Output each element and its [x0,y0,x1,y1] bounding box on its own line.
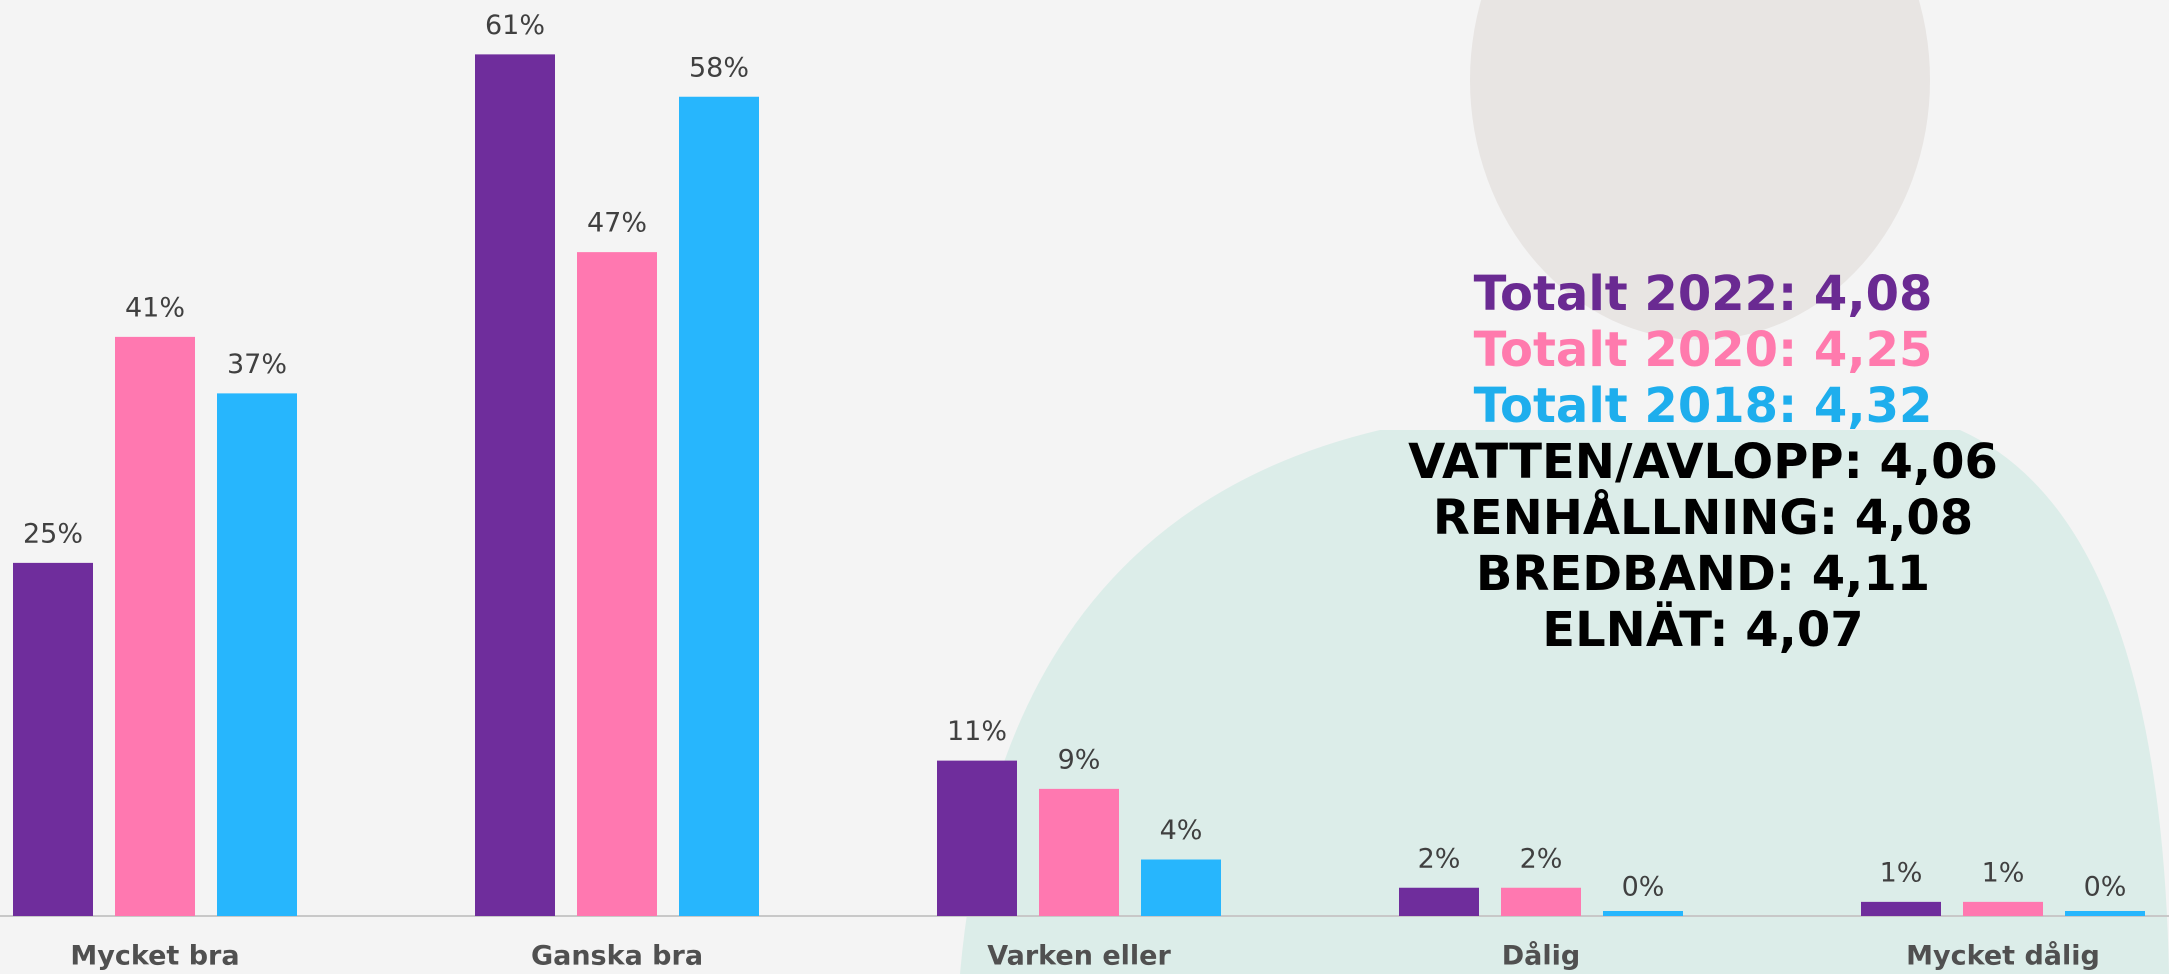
data-label: 61% [485,10,545,41]
bar [1039,788,1119,916]
bar [115,336,195,916]
bar [1141,859,1221,916]
annotation: Totalt 2022: 4,08 [1474,266,1933,322]
data-label: 25% [23,518,83,549]
data-label: 11% [947,716,1007,747]
data-label: 1% [1880,857,1923,888]
bar [217,393,297,916]
bar [475,54,555,916]
bar [1603,911,1683,916]
bar [1963,901,2043,916]
data-label: 0% [2084,872,2127,903]
data-label: 58% [689,52,749,83]
data-label: 9% [1058,744,1101,775]
x-tick-label: Mycket bra [70,941,239,972]
annotation: BREDBAND: 4,11 [1476,546,1930,602]
data-label: 0% [1622,872,1665,903]
x-tick-label: Ganska bra [531,941,703,972]
data-label: 2% [1520,843,1563,874]
x-tick-label: Varken eller [987,941,1171,972]
data-label: 37% [227,349,287,380]
bar [1399,887,1479,916]
bar [13,562,93,916]
photo-face [1470,0,1930,340]
x-tick-label: Mycket dålig [1906,940,2100,972]
data-label: 41% [125,292,185,323]
bar [1501,887,1581,916]
annotation: Totalt 2020: 4,25 [1474,322,1933,378]
annotation: Totalt 2018: 4,32 [1474,378,1933,434]
bar [679,96,759,916]
bar [577,252,657,916]
data-label: 4% [1160,815,1203,846]
data-label: 1% [1982,857,2025,888]
annotation: ELNÄT: 4,07 [1542,601,1863,658]
data-label: 2% [1418,843,1461,874]
annotation: RENHÅLLNING: 4,08 [1433,489,1973,546]
annotation: VATTEN/AVLOPP: 4,06 [1408,434,1998,490]
bar [937,760,1017,916]
bar [2065,911,2145,916]
x-tick-label: Dålig [1502,940,1580,972]
data-label: 47% [587,208,647,239]
bar [1861,901,1941,916]
photo-shirt [960,430,2169,974]
